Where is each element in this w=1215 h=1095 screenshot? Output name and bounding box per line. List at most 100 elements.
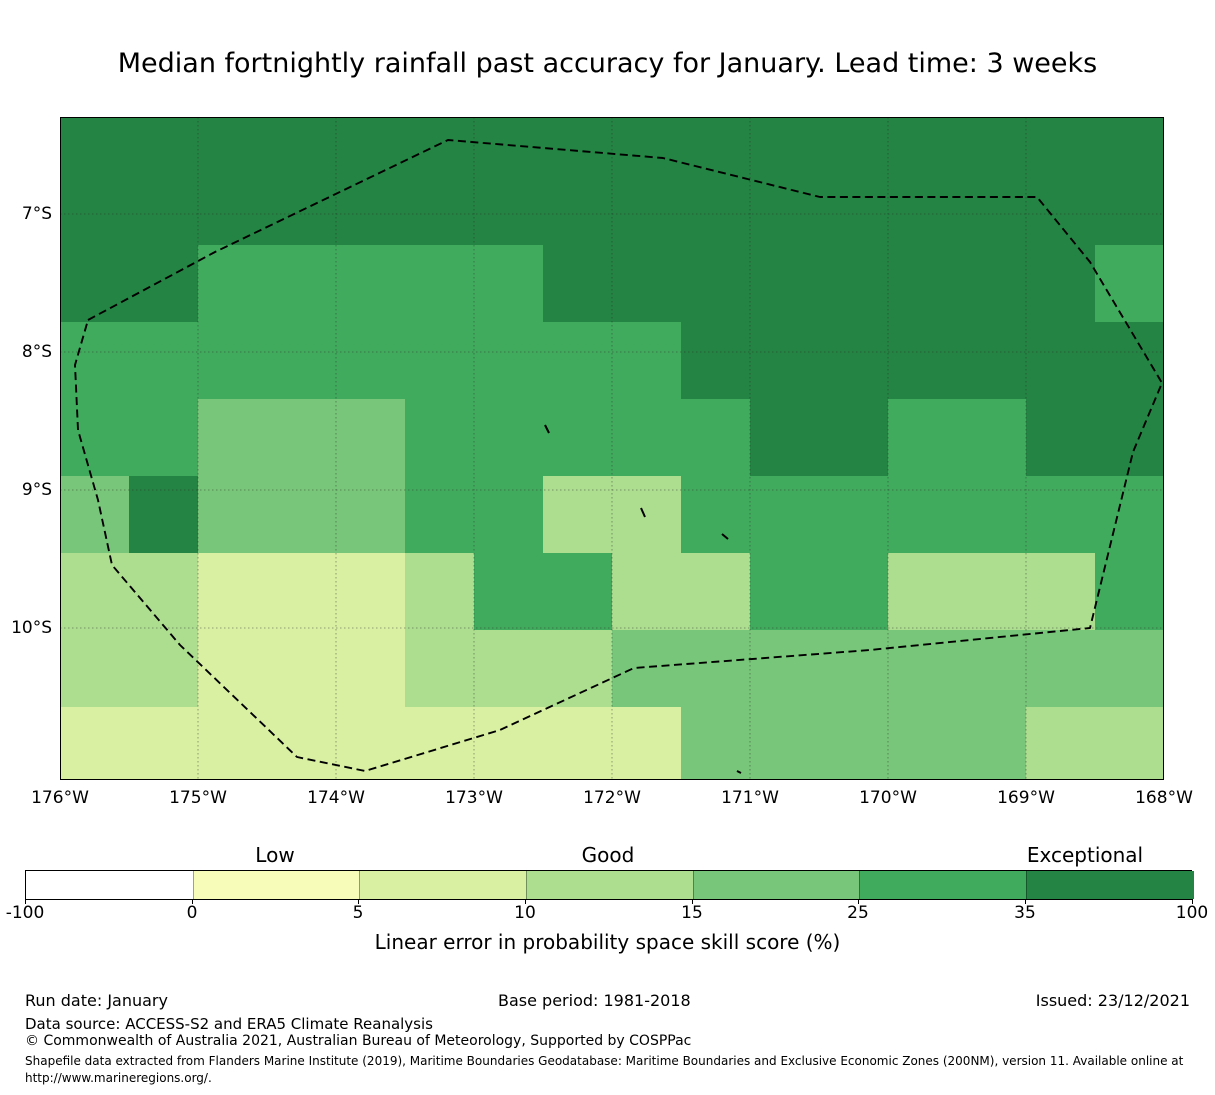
- island-mark: [721, 533, 729, 540]
- map-cell: [957, 245, 1026, 322]
- map-cell: [1095, 553, 1164, 630]
- lon-tick-label: 168°W: [1135, 788, 1193, 808]
- colorbar-segment: [693, 871, 860, 899]
- colorbar-tick-value: 15: [681, 903, 703, 923]
- map-cell: [612, 630, 681, 707]
- colorbar-tick-value: 5: [352, 903, 364, 923]
- map-cell: [750, 476, 819, 553]
- map-cell: [1095, 707, 1164, 780]
- colorbar-segment: [26, 871, 193, 899]
- colorbar-tick-value: 100: [1175, 903, 1209, 923]
- map-cell: [1095, 476, 1164, 553]
- map-cell: [1026, 476, 1095, 553]
- map-cell: [957, 476, 1026, 553]
- map-cell: [474, 322, 543, 399]
- colorbar-tick: [25, 899, 27, 904]
- lat-tick-label: 10°S: [11, 618, 52, 638]
- map-cell: [1026, 630, 1095, 707]
- map-cell: [543, 117, 612, 245]
- map-cell: [750, 245, 819, 322]
- map-canvas: [60, 117, 1164, 780]
- colorbar-segment: [859, 871, 1027, 899]
- map-cell: [681, 245, 750, 322]
- page-title: Median fortnightly rainfall past accurac…: [117, 48, 1098, 79]
- map-cell: [819, 630, 888, 707]
- eez-dashed-boundary: [74, 139, 1163, 772]
- map-cell: [681, 707, 750, 780]
- map-cell: [405, 399, 474, 476]
- lon-tick-label: 173°W: [445, 788, 503, 808]
- map-cell: [1095, 399, 1164, 476]
- map-cell: [1026, 553, 1095, 630]
- colorbar-tick-value: -100: [5, 903, 45, 923]
- map-cell: [888, 630, 957, 707]
- lon-tick-label: 175°W: [169, 788, 227, 808]
- map-cell: [336, 245, 405, 322]
- map-cell: [198, 707, 267, 780]
- map-cell: [1026, 117, 1095, 245]
- map-cell: [1026, 245, 1095, 322]
- map-cell: [405, 476, 474, 553]
- map-cell: [198, 553, 267, 630]
- map-cell: [888, 245, 957, 322]
- lat-tick-label: 8°S: [21, 342, 52, 362]
- map-cell: [267, 476, 336, 553]
- map-frame: [60, 117, 1164, 780]
- map-cell: [474, 476, 543, 553]
- map-cell: [267, 322, 336, 399]
- map-cell: [198, 399, 267, 476]
- map-cell: [474, 245, 543, 322]
- map-cell: [681, 399, 750, 476]
- map-cell: [129, 476, 198, 553]
- map-cell: [267, 117, 336, 245]
- map-cell: [405, 553, 474, 630]
- rainfall-accuracy-heatmap: [60, 117, 1164, 780]
- colorbar-tick-value: 0: [186, 903, 198, 923]
- map-cell: [405, 322, 474, 399]
- map-cell: [474, 399, 543, 476]
- map-cell: [957, 630, 1026, 707]
- map-cell: [1026, 707, 1095, 780]
- colorbar-caption: Linear error in probability space skill …: [374, 930, 841, 954]
- map-cell: [129, 553, 198, 630]
- map-cell: [612, 553, 681, 630]
- map-cell: [888, 117, 957, 245]
- map-cell: [336, 476, 405, 553]
- map-cell: [129, 399, 198, 476]
- map-cell: [1026, 399, 1095, 476]
- island-mark: [736, 770, 742, 774]
- colorbar-category-label: Low: [255, 843, 295, 867]
- colorbar-segment: [359, 871, 527, 899]
- map-cell: [750, 322, 819, 399]
- colorbar-tick: [692, 899, 694, 904]
- colorbar-tick-value: 35: [1014, 903, 1036, 923]
- map-cell: [543, 245, 612, 322]
- colorbar-segment: [1026, 871, 1194, 899]
- lon-tick-label: 170°W: [859, 788, 917, 808]
- map-cell: [198, 117, 267, 245]
- map-cell: [750, 553, 819, 630]
- map-cell: [681, 476, 750, 553]
- map-cell: [543, 707, 612, 780]
- map-cell: [129, 630, 198, 707]
- map-cell: [957, 322, 1026, 399]
- colorbar-category-label: Good: [581, 843, 635, 867]
- map-cell: [198, 322, 267, 399]
- map-cell: [129, 117, 198, 245]
- map-cell: [336, 553, 405, 630]
- map-cell: [819, 707, 888, 780]
- map-cell: [612, 707, 681, 780]
- map-cell: [60, 322, 129, 399]
- map-cell: [957, 553, 1026, 630]
- colorbar-tick: [192, 899, 194, 904]
- map-cell: [336, 630, 405, 707]
- map-cell: [1095, 245, 1164, 322]
- map-cell: [681, 630, 750, 707]
- map-cell: [543, 322, 612, 399]
- lon-tick-label: 174°W: [307, 788, 365, 808]
- run-date-label: Run date: January: [25, 991, 168, 1010]
- map-cell: [474, 553, 543, 630]
- map-cell: [267, 245, 336, 322]
- map-cell: [1026, 322, 1095, 399]
- map-cell: [819, 399, 888, 476]
